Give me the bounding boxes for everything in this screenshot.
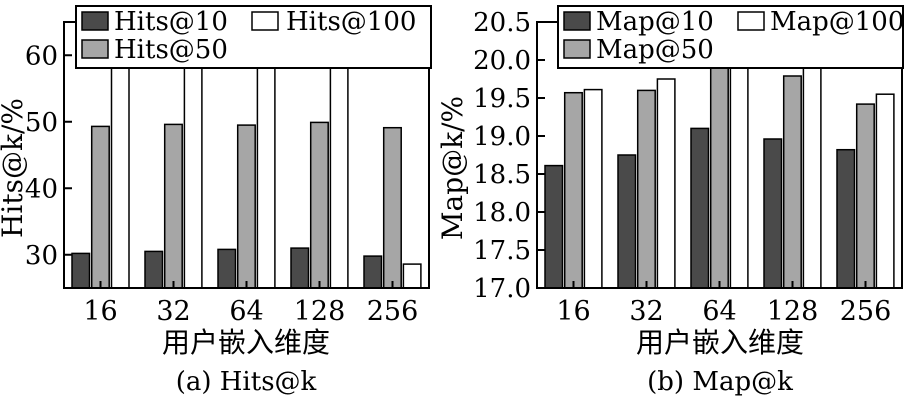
b-bar-map10-128 — [763, 138, 783, 289]
b-x-tick-label: 16 — [556, 296, 590, 327]
a-bar-hits10-16 — [71, 252, 91, 289]
hits-y-ticks: 30 40 50 60 — [25, 41, 72, 271]
b-bar-map100-64 — [729, 51, 749, 289]
b-bar-map100-32 — [656, 78, 676, 289]
hits-y-axis-label: Hits@k/% — [0, 98, 29, 238]
a-x-tick-label: 256 — [367, 296, 419, 327]
b-bar-map10-256 — [836, 148, 856, 289]
map-x-axis-label: 用户嵌入维度 — [636, 326, 804, 359]
b-bar-map10-32 — [617, 154, 637, 289]
b-y-tick-label: 18.5 — [473, 160, 531, 190]
b-y-tick-label: 20.5 — [473, 8, 531, 38]
panel-hits: 30 40 50 60 16 32 64 128 256 Hits@k/% 用户嵌入维度 (a… — [0, 5, 432, 397]
a-bar-hits50-128 — [309, 121, 329, 289]
b-y-tick-label: 17.5 — [473, 236, 531, 266]
a-y-tick-label: 40 — [25, 174, 58, 204]
map-legend: Map@10 Map@100 Map@50 — [557, 5, 904, 69]
b-bar-map100-256 — [875, 93, 895, 289]
b-y-tick-label: 19.0 — [473, 122, 531, 152]
a-bar-hits10-32 — [144, 250, 164, 289]
a-bar-hits10-256 — [363, 255, 383, 289]
hits-bars — [71, 55, 422, 289]
map-caption: (b) Map@k — [647, 367, 793, 397]
a-bar-hits100-16 — [110, 57, 130, 289]
b-bar-map100-128 — [802, 64, 822, 289]
a-bar-hits100-256 — [402, 263, 422, 289]
a-x-tick-label: 32 — [156, 296, 190, 327]
hits-legend-label-hits100: Hits@100 — [286, 7, 416, 37]
b-bar-map10-64 — [690, 127, 710, 289]
hits-legend-swatch-hits50 — [81, 39, 109, 59]
b-bar-map50-64 — [709, 63, 729, 289]
a-bar-hits50-256 — [382, 126, 402, 289]
map-legend-label-map10: Map@10 — [596, 7, 714, 37]
hits-legend: Hits@10 Hits@100 Hits@50 — [75, 5, 432, 69]
map-legend-swatch-map50 — [563, 39, 591, 59]
hits-legend-swatch-hits10 — [81, 11, 109, 31]
a-bar-hits10-64 — [217, 248, 237, 289]
a-x-tick-label: 16 — [83, 296, 117, 327]
map-x-ticks: 16 32 64 128 256 — [556, 281, 891, 327]
b-bar-map50-128 — [782, 75, 802, 289]
map-legend-swatch-map10 — [563, 11, 591, 31]
a-bar-hits50-64 — [236, 124, 256, 289]
a-bar-hits100-128 — [329, 56, 349, 289]
a-bar-hits10-128 — [290, 247, 310, 289]
a-y-tick-label: 50 — [25, 108, 58, 138]
b-y-tick-label: 18.0 — [473, 198, 531, 228]
b-bar-map50-256 — [855, 103, 875, 289]
a-bar-hits50-32 — [163, 123, 183, 289]
b-x-tick-label: 32 — [629, 296, 663, 327]
hits-x-axis-label: 用户嵌入维度 — [162, 326, 330, 359]
a-bar-hits100-64 — [256, 55, 276, 289]
a-x-tick-label: 64 — [229, 296, 263, 327]
b-bar-map50-32 — [636, 89, 656, 289]
panel-map: 17.017.518.018.519.019.520.020.5 16 32 64 1… — [436, 5, 904, 397]
b-bar-map10-16 — [544, 164, 564, 289]
hits-legend-swatch-hits100 — [251, 11, 279, 31]
a-bar-hits50-16 — [90, 125, 110, 289]
b-y-tick-label: 17.0 — [473, 274, 531, 304]
b-bar-map100-16 — [583, 88, 603, 289]
b-x-tick-label: 128 — [767, 296, 819, 327]
map-legend-swatch-map100 — [737, 11, 765, 31]
map-legend-label-map100: Map@100 — [770, 7, 904, 37]
map-y-ticks: 17.0 17.5 18.0 18.5 19.0 19.5 20.0 20.5 — [473, 8, 545, 304]
hits-legend-label-hits50: Hits@50 — [114, 35, 228, 65]
b-x-tick-label: 256 — [840, 296, 892, 327]
hits-legend-box — [75, 5, 432, 69]
a-y-tick-label: 30 — [25, 241, 58, 271]
map-legend-box — [557, 5, 904, 69]
map-bars — [544, 51, 895, 289]
a-y-tick-label: 60 — [25, 41, 58, 71]
hits-x-ticks: 16 32 64 128 256 — [83, 281, 418, 327]
map-y-axis-label: Map@k/% — [436, 96, 469, 240]
b-x-tick-label: 64 — [702, 296, 736, 327]
a-bar-hits100-32 — [183, 56, 203, 289]
a-x-tick-label: 128 — [294, 296, 346, 327]
hits-legend-label-hits10: Hits@10 — [114, 7, 228, 37]
b-y-tick-label: 20.0 — [473, 46, 531, 76]
hits-caption: (a) Hits@k — [176, 367, 317, 397]
b-y-tick-label: 19.5 — [473, 84, 531, 114]
map-legend-label-map50: Map@50 — [596, 35, 714, 65]
b-bar-map50-16 — [563, 91, 583, 289]
